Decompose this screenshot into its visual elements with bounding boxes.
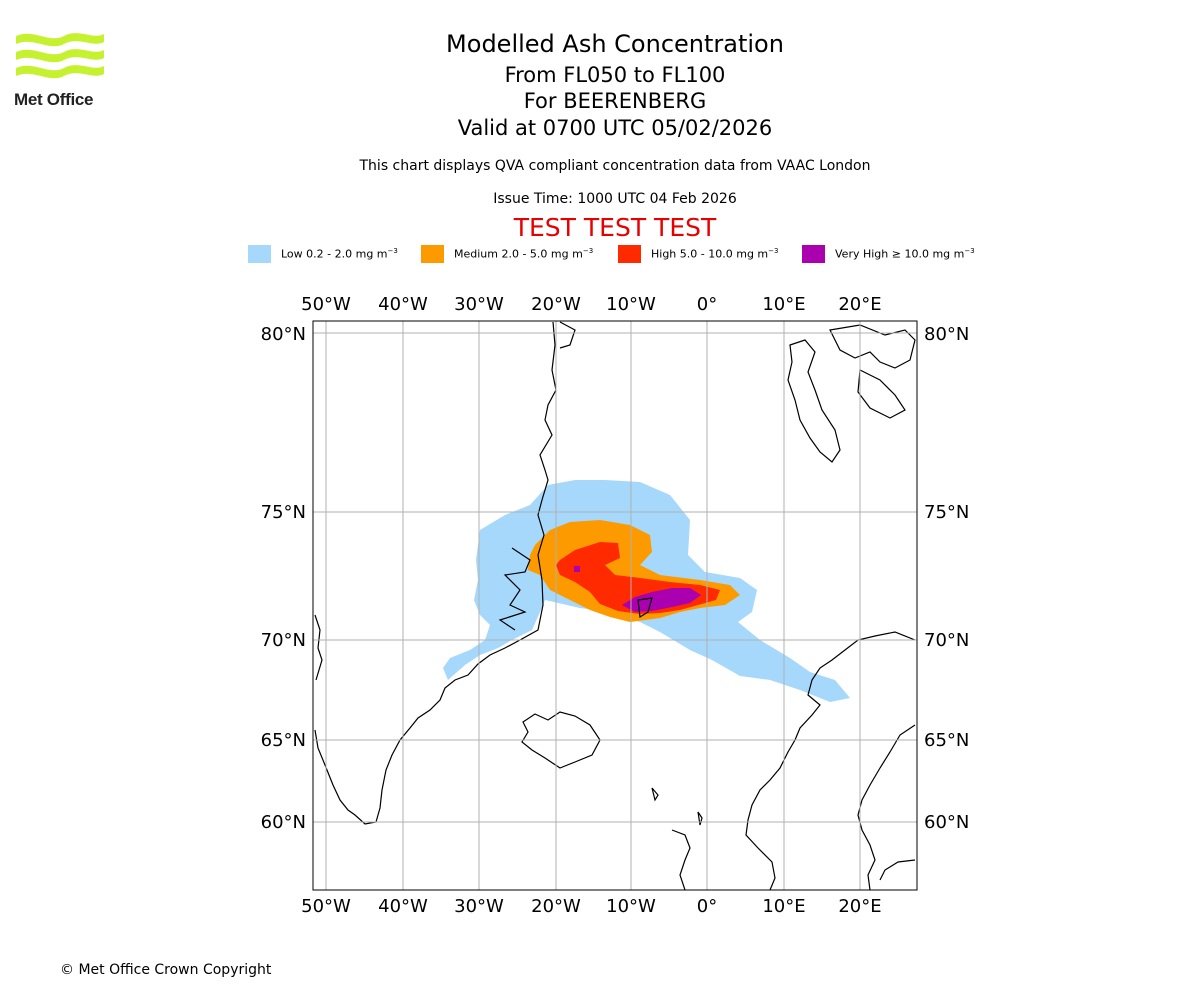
lon-tick: 10°W bbox=[606, 896, 656, 917]
legend-item-low: Low 0.2 - 2.0 mg m−3 bbox=[248, 244, 398, 264]
valid-time: Valid at 0700 UTC 05/02/2026 bbox=[457, 116, 773, 140]
lat-tick: 70°N bbox=[261, 630, 306, 651]
scotland-coast bbox=[671, 829, 691, 890]
lat-tick: 65°N bbox=[261, 730, 306, 751]
lat-tick: 80°N bbox=[261, 324, 306, 345]
lon-tick: 50°W bbox=[301, 294, 351, 315]
faroe-islands bbox=[651, 787, 659, 802]
lat-tick: 70°N bbox=[924, 630, 969, 651]
lon-tick: 20°W bbox=[531, 896, 581, 917]
svalbard-east bbox=[857, 369, 906, 419]
test-banner: TEST TEST TEST bbox=[513, 213, 717, 242]
svalbard-north bbox=[829, 324, 916, 369]
lon-ticks-bottom: 50°W 40°W 30°W 20°W 10°W 0° 10°E 20°E bbox=[301, 896, 881, 917]
issue-time: Issue Time: 1000 UTC 04 Feb 2026 bbox=[493, 191, 737, 207]
flight-levels: From FL050 to FL100 bbox=[504, 63, 726, 87]
sweden-coast bbox=[857, 724, 916, 890]
lat-ticks-right: 80°N 75°N 70°N 65°N 60°N bbox=[924, 324, 969, 833]
lat-tick: 75°N bbox=[261, 502, 306, 523]
lon-tick: 0° bbox=[697, 294, 717, 315]
lon-tick: 30°W bbox=[454, 896, 504, 917]
lat-tick: 60°N bbox=[924, 812, 969, 833]
legend-swatch-very-high bbox=[802, 245, 825, 263]
lon-tick: 10°E bbox=[762, 896, 805, 917]
graticule bbox=[313, 321, 917, 890]
met-office-logo: Met Office bbox=[14, 30, 106, 112]
volcano-name: For BEERENBERG bbox=[523, 89, 707, 113]
chart-title: Modelled Ash Concentration bbox=[446, 30, 784, 58]
ash-area-very-high bbox=[622, 588, 701, 612]
met-office-waves-icon bbox=[16, 33, 104, 79]
lat-tick: 60°N bbox=[261, 812, 306, 833]
compliance-note: This chart displays QVA compliant concen… bbox=[359, 158, 871, 174]
lon-tick: 10°W bbox=[606, 294, 656, 315]
legend-item-high: High 5.0 - 10.0 mg m−3 bbox=[618, 244, 778, 264]
legend-swatch-high bbox=[618, 245, 641, 263]
legend-item-very-high: Very High ≥ 10.0 mg m−3 bbox=[802, 244, 975, 264]
jan-mayen bbox=[637, 597, 653, 619]
map-frame bbox=[312, 320, 918, 891]
greenland-ice-edge bbox=[559, 321, 576, 349]
legend-item-medium: Medium 2.0 - 5.0 mg m−3 bbox=[421, 244, 593, 264]
lat-tick: 80°N bbox=[924, 324, 969, 345]
shetland bbox=[697, 811, 703, 826]
greenland-fjords bbox=[498, 547, 531, 631]
lon-tick: 50°W bbox=[301, 896, 351, 917]
baltic-east bbox=[879, 859, 916, 881]
lon-tick: 20°E bbox=[838, 294, 881, 315]
lon-tick: 10°E bbox=[762, 294, 805, 315]
lon-tick: 30°W bbox=[454, 294, 504, 315]
logo-text: Met Office bbox=[14, 90, 94, 109]
lat-ticks-left: 80°N 75°N 70°N 65°N 60°N bbox=[261, 324, 306, 833]
lon-tick: 20°E bbox=[838, 896, 881, 917]
lon-tick: 40°W bbox=[378, 294, 428, 315]
norway-coast bbox=[745, 631, 916, 890]
lon-ticks-top: 50°W 40°W 30°W 20°W 10°W 0° 10°E 20°E bbox=[301, 294, 881, 315]
lon-tick: 20°W bbox=[531, 294, 581, 315]
ash-spot-very-high bbox=[574, 566, 580, 572]
lat-tick: 65°N bbox=[924, 730, 969, 751]
legend-swatch-medium bbox=[421, 245, 444, 263]
iceland-coast bbox=[521, 711, 601, 769]
greenland-coast-west bbox=[314, 614, 323, 681]
legend-swatch-low bbox=[248, 245, 271, 263]
lat-tick: 75°N bbox=[924, 502, 969, 523]
lon-tick: 0° bbox=[697, 896, 717, 917]
lon-tick: 40°W bbox=[378, 896, 428, 917]
svalbard-coast bbox=[787, 339, 841, 463]
copyright: © Met Office Crown Copyright bbox=[60, 962, 272, 978]
